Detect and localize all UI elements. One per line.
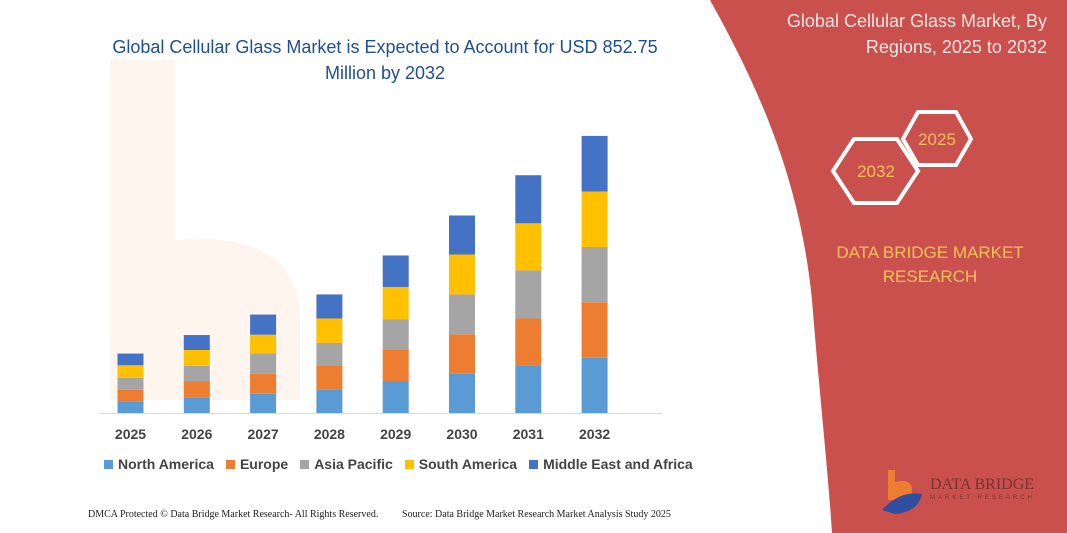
- bar-segment-north-america-2026: [183, 397, 210, 413]
- x-tick-label: 2031: [513, 426, 544, 442]
- legend-item: Europe: [225, 456, 289, 472]
- x-tick-label: 2028: [314, 426, 345, 442]
- legend-label: South America: [418, 456, 518, 472]
- bar-segment-north-america-2031: [515, 365, 542, 413]
- bar-segment-asia-pacific-2028: [316, 342, 343, 366]
- side-panel: [710, 0, 1067, 533]
- bar-segment-south-america-2029: [382, 286, 409, 320]
- x-tick-label: 2027: [248, 426, 279, 442]
- brand-line2: RESEARCH: [882, 267, 978, 286]
- logo-icon: [882, 470, 922, 514]
- bar-segment-south-america-2026: [183, 349, 210, 366]
- bar-segment-middle-east-and-africa-2027: [250, 314, 277, 335]
- bar-segment-south-america-2027: [250, 334, 277, 354]
- side-title-line1: Global Cellular Glass Market, By: [786, 11, 1047, 31]
- bar-segment-europe-2025: [117, 389, 144, 402]
- legend-label: Asia Pacific: [314, 456, 393, 472]
- bar-segment-north-america-2029: [382, 381, 409, 413]
- legend-swatch: [300, 459, 310, 469]
- bar-segment-south-america-2028: [316, 318, 343, 343]
- side-panel-title: Global Cellular Glass Market, By Regions…: [727, 8, 1047, 60]
- bar-segment-south-america-2031: [515, 223, 542, 271]
- bar-segment-asia-pacific-2025: [117, 377, 144, 390]
- x-tick-label: 2025: [115, 426, 146, 442]
- bar-segment-north-america-2032: [581, 357, 608, 413]
- logo-wordmark: DATA BRIDGE: [930, 476, 1035, 493]
- bar-segment-middle-east-and-africa-2028: [316, 294, 343, 319]
- bar-segment-asia-pacific-2026: [183, 365, 210, 382]
- legend-label: Middle East and Africa: [543, 456, 693, 472]
- brand-line1: DATA BRIDGE MARKET: [836, 243, 1024, 262]
- chart-title: Global Cellular Glass Market is Expected…: [112, 37, 658, 83]
- bar-segment-europe-2028: [316, 365, 343, 390]
- chart-legend: North America Europe Asia Pacific South Ame…: [104, 456, 693, 472]
- legend-item: Middle East and Africa: [529, 456, 693, 472]
- bar-segment-middle-east-and-africa-2025: [117, 353, 144, 366]
- bar-segment-europe-2031: [515, 318, 542, 366]
- bar-segment-south-america-2030: [449, 254, 475, 295]
- brand-text: DATA BRIDGE MARKET RESEARCH: [800, 241, 1060, 289]
- bar-segment-middle-east-and-africa-2026: [183, 335, 210, 350]
- x-tick-label: 2029: [380, 426, 411, 442]
- legend-swatch: [104, 459, 113, 469]
- hex-label-2032: 2032: [857, 162, 895, 181]
- bar-segment-asia-pacific-2029: [382, 319, 409, 350]
- bar-segment-asia-pacific-2031: [515, 270, 542, 319]
- bar-segment-asia-pacific-2030: [449, 294, 475, 335]
- hexagon-2025: [900, 110, 974, 167]
- legend-swatch: [529, 459, 539, 469]
- stacked-bar-chart: 2025 2026 2027 2028 2029 2030 2031 2032: [100, 135, 662, 442]
- bar-segment-north-america-2030: [449, 373, 475, 413]
- bar-segment-north-america-2027: [250, 393, 277, 413]
- bar-segment-middle-east-and-africa-2029: [382, 255, 409, 287]
- legend-label: North America: [118, 456, 214, 472]
- legend-label: Europe: [239, 456, 289, 472]
- bar-segment-europe-2030: [449, 334, 475, 374]
- bar-segment-north-america-2025: [117, 401, 144, 413]
- legend-item: South America: [404, 456, 518, 472]
- bar-segment-north-america-2028: [316, 389, 343, 413]
- x-tick-label: 2032: [579, 426, 610, 442]
- footer-source: Source: Data Bridge Market Research Mark…: [402, 509, 671, 520]
- hex-label-2025: 2025: [918, 130, 956, 149]
- side-title-line2: Regions, 2025 to 2032: [865, 37, 1047, 57]
- x-tick-label: 2026: [181, 426, 212, 442]
- logo-subtext: MARKET RESEARCH: [930, 495, 1035, 501]
- footer-copyright: DMCA Protected © Data Bridge Market Rese…: [88, 509, 379, 520]
- bar-segment-asia-pacific-2032: [581, 247, 608, 303]
- bar-segment-south-america-2032: [581, 191, 608, 248]
- legend-swatch: [404, 459, 414, 469]
- legend-item: North America: [104, 456, 214, 472]
- bar-segment-europe-2032: [581, 302, 608, 358]
- bar-segment-europe-2027: [250, 373, 277, 394]
- bar-segment-europe-2029: [382, 349, 409, 382]
- bar-segment-middle-east-and-africa-2032: [581, 135, 608, 192]
- bar-segment-asia-pacific-2027: [250, 353, 277, 374]
- bar-segment-middle-east-and-africa-2031: [515, 175, 542, 224]
- bar-segment-south-america-2025: [117, 365, 144, 378]
- bar-segment-europe-2026: [183, 381, 210, 398]
- legend-item: Asia Pacific: [300, 456, 393, 472]
- legend-swatch: [225, 459, 235, 469]
- x-tick-label: 2030: [446, 426, 477, 442]
- bar-segment-middle-east-and-africa-2030: [449, 215, 475, 255]
- hexagon-2032: [830, 137, 921, 205]
